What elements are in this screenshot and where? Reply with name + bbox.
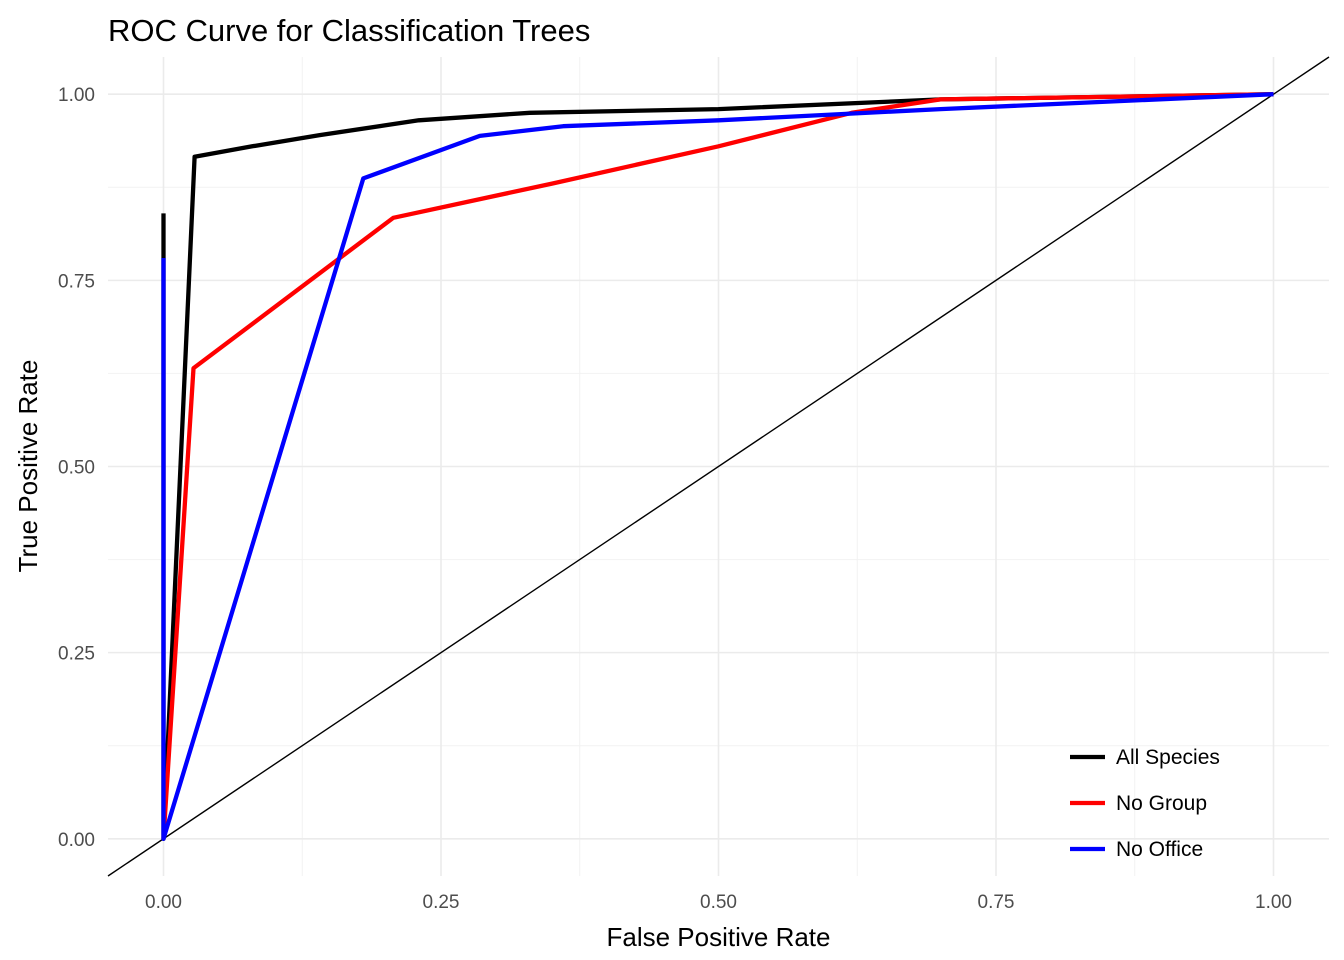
x-tick-label: 1.00 <box>1255 892 1292 913</box>
reference-diagonal <box>107 56 1330 877</box>
legend-label: All Species <box>1116 746 1220 769</box>
y-tick-label: 0.75 <box>58 271 95 292</box>
grid <box>108 57 1329 876</box>
series-line-3 <box>161 92 1274 841</box>
y-tick-labels: 0.00 0.25 0.50 0.75 1.00 <box>58 85 95 851</box>
y-tick-label: 0.25 <box>58 644 95 665</box>
x-tick-label: 0.25 <box>423 892 460 913</box>
y-tick-label: 1.00 <box>58 85 95 106</box>
legend-label: No Office <box>1116 838 1203 861</box>
series-line-2 <box>161 92 1274 839</box>
y-axis-title: True Positive Rate <box>13 360 43 573</box>
x-axis-title: False Positive Rate <box>607 922 831 952</box>
legend: All Species No Group No Office <box>1070 746 1220 861</box>
x-tick-label: 0.75 <box>978 892 1015 913</box>
y-tick-label: 0.50 <box>58 458 95 479</box>
series-line-1 <box>161 92 1274 841</box>
reference-diagonal-line <box>107 56 1330 877</box>
legend-label: No Group <box>1116 792 1207 815</box>
x-tick-labels: 0.00 0.25 0.50 0.75 1.00 <box>145 892 1292 913</box>
chart-title: ROC Curve for Classification Trees <box>108 13 590 48</box>
series-lines <box>161 92 1274 841</box>
x-tick-label: 0.50 <box>700 892 737 913</box>
x-tick-label: 0.00 <box>145 892 182 913</box>
y-tick-label: 0.00 <box>58 830 95 851</box>
